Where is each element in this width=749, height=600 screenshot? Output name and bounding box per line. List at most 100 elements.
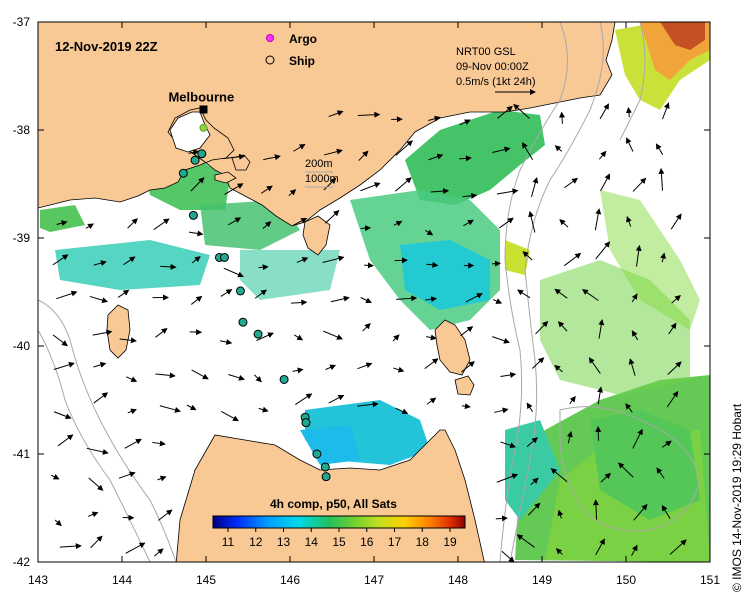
contour-label-1000m: 1000m <box>305 173 339 185</box>
y-tick-label: -40 <box>13 339 31 353</box>
current-arrow <box>52 334 68 347</box>
current-arrow <box>661 504 671 519</box>
ship-marker <box>238 317 248 327</box>
current-arrow <box>513 103 530 119</box>
current-arrow <box>617 462 634 478</box>
current-arrow <box>294 334 304 341</box>
current-arrow <box>260 185 273 194</box>
current-arrow <box>228 373 245 381</box>
wilsons-promontory <box>302 215 331 256</box>
y-tick-label: -37 <box>13 15 31 29</box>
current-arrow <box>293 143 306 152</box>
current-arrow <box>465 293 483 303</box>
current-arrow <box>655 143 664 155</box>
current-arrow <box>569 395 576 405</box>
current-arrow <box>157 475 167 482</box>
current-arrow <box>626 215 632 227</box>
current-arrow <box>554 288 568 299</box>
current-arrow <box>496 473 519 483</box>
current-arrow <box>496 188 519 195</box>
current-arrow <box>152 440 166 447</box>
ship-marker <box>197 149 207 159</box>
current-arrow <box>460 326 474 337</box>
current-arrow <box>671 295 681 304</box>
colorbar-ticks: 11 12 13 14 15 16 17 18 19 <box>222 528 457 549</box>
ship-marker <box>320 462 330 472</box>
current-arrow <box>430 188 450 195</box>
plot-area: Melbourne <box>38 22 710 562</box>
current-arrow <box>396 295 418 302</box>
current-arrow <box>191 256 201 264</box>
current-arrow <box>117 289 130 298</box>
current-arrow <box>123 256 136 266</box>
current-arrow <box>670 213 682 230</box>
current-arrow <box>219 339 233 345</box>
current-arrow <box>592 499 599 520</box>
current-info-line3: 0.5m/s (1kt 24h) <box>456 76 535 88</box>
current-arrow <box>594 208 602 231</box>
land <box>38 22 616 562</box>
ship-marker <box>178 168 188 178</box>
current-arrow <box>550 468 568 483</box>
current-arrow <box>392 334 400 342</box>
current-arrow <box>461 403 471 410</box>
current-arrow <box>554 364 563 373</box>
current-arrow <box>600 472 612 483</box>
colorbar-tick-label: 13 <box>277 535 291 549</box>
ship-marker <box>253 329 263 339</box>
y-tick-label: -38 <box>13 123 31 137</box>
current-arrow <box>426 397 437 405</box>
current-arrow <box>325 364 337 371</box>
current-arrow <box>224 183 244 195</box>
current-arrow <box>428 153 444 161</box>
city-label: Melbourne <box>168 89 234 104</box>
current-arrow <box>364 262 374 269</box>
current-arrow <box>53 361 75 370</box>
current-arrow <box>491 260 501 267</box>
current-arrow <box>658 167 665 191</box>
current-arrow <box>632 177 647 192</box>
current-arrow <box>57 434 74 447</box>
current-arrow <box>262 221 272 230</box>
current-arrow <box>522 251 533 261</box>
current-arrow <box>526 437 538 448</box>
current-arrow <box>497 105 513 119</box>
current-arrow <box>291 299 308 306</box>
port-phillip-bay <box>169 111 211 153</box>
current-arrow <box>88 477 104 491</box>
colorbar-tick-label: 15 <box>332 535 346 549</box>
y-tick-label: -41 <box>13 447 31 461</box>
x-tick-label: 150 <box>616 573 636 587</box>
current-arrow <box>322 255 345 264</box>
x-tick-label: 149 <box>532 573 552 587</box>
phillip-island <box>214 171 237 184</box>
current-arrow <box>631 544 638 557</box>
x-tick-label: 143 <box>28 573 48 587</box>
current-arrow <box>118 471 136 479</box>
current-arrow <box>89 295 109 304</box>
colorbar-tick-label: 16 <box>360 535 374 549</box>
current-arrow <box>254 374 262 383</box>
current-arrow <box>292 218 308 226</box>
current-arrow <box>557 509 564 519</box>
current-arrow <box>625 403 633 413</box>
current-arrow <box>598 319 605 339</box>
current-arrow <box>362 323 371 332</box>
ship-legend-icon <box>265 55 275 65</box>
sst-patches <box>40 22 710 562</box>
ship-markers <box>178 149 331 482</box>
current-arrow <box>295 393 313 406</box>
colorbar-tick-label: 12 <box>249 535 263 549</box>
current-arrow <box>393 366 405 373</box>
ship-marker <box>301 418 311 428</box>
current-arrow <box>631 293 638 303</box>
current-info-line1: NRT00 GSL <box>456 46 516 58</box>
current-arrow <box>93 260 107 266</box>
current-arrow <box>517 289 531 299</box>
current-arrow <box>324 148 343 156</box>
current-arrow <box>667 361 682 375</box>
x-tick-label: 146 <box>280 573 300 587</box>
current-arrow <box>628 358 636 376</box>
current-arrow <box>459 155 472 162</box>
